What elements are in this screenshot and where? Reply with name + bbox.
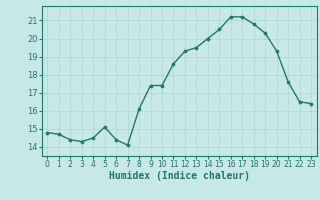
X-axis label: Humidex (Indice chaleur): Humidex (Indice chaleur) bbox=[109, 171, 250, 181]
